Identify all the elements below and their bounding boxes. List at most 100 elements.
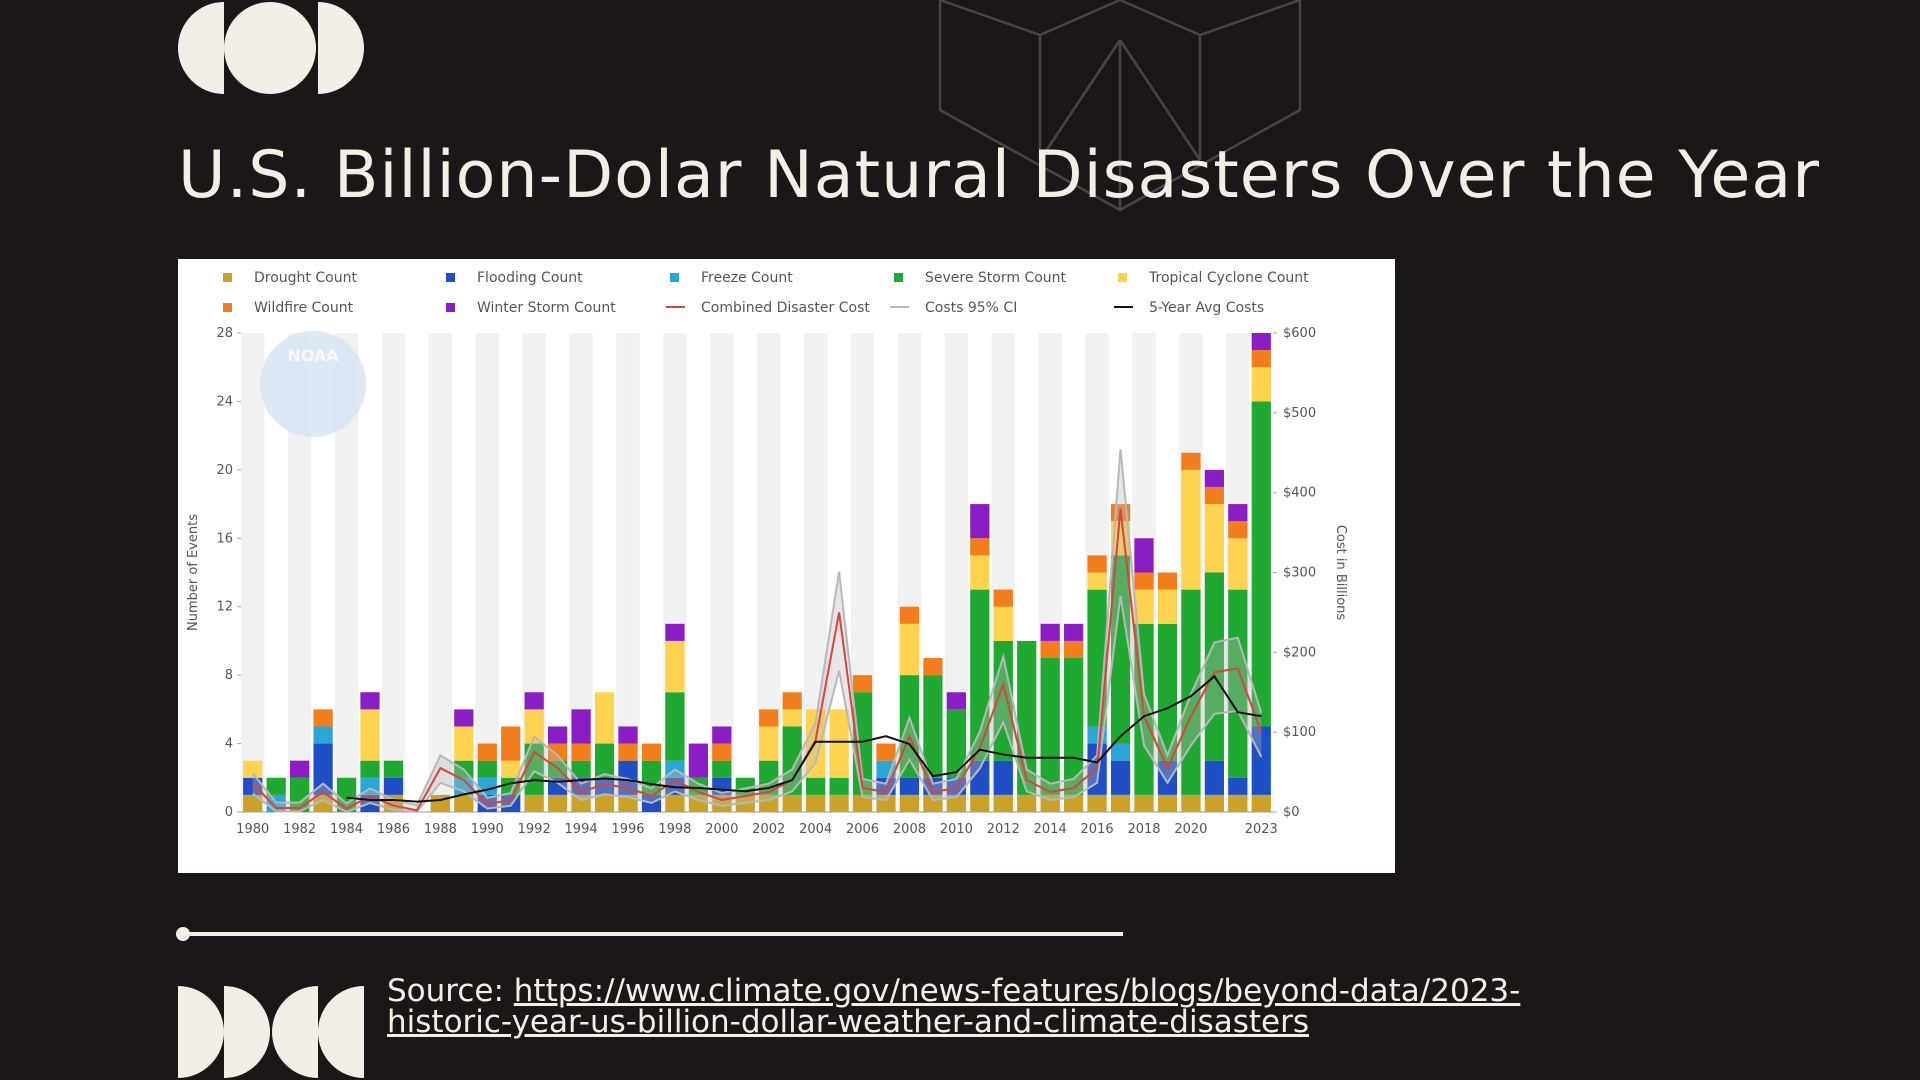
source-link-line1[interactable]: https://www.climate.gov/news-features/bl… <box>513 973 1521 1009</box>
bar-2018-winter-storm-count <box>1134 538 1154 573</box>
bar-2015-wildfire-count <box>1064 640 1084 659</box>
bar-2009-wildfire-count <box>923 658 943 676</box>
disaster-chart: NOAA 0 4 8 12 16 20 24 28 $0 $100 $200 $300 $400 $500 $… <box>186 270 1348 837</box>
bar-2015-winter-storm-count <box>1064 623 1084 641</box>
y2-tick-5: $500 <box>1283 406 1316 421</box>
x-tick-2006: 2006 <box>846 822 879 837</box>
column-band-1994 <box>569 333 593 812</box>
bar-2022-wildfire-count <box>1228 521 1248 539</box>
cost-ci-lower-line <box>252 595 1263 814</box>
bar-1993-drought-count <box>548 794 568 812</box>
bar-2023-wildfire-count <box>1251 350 1271 368</box>
y2-tick-4: $400 <box>1283 486 1316 501</box>
y2-tick-1: $100 <box>1283 725 1316 740</box>
legend-swatch-flooding-count <box>446 273 455 282</box>
bar-1986-severe-storm-count <box>383 760 404 778</box>
bar-1983-freeze-count <box>313 726 333 744</box>
noaa-watermark-circle <box>260 331 366 437</box>
bar-2017-flooding-count <box>1110 760 1131 795</box>
y-tick-28: 28 <box>216 326 233 341</box>
column-band-2000 <box>710 333 734 812</box>
bar-1996-wildfire-count <box>618 743 638 761</box>
column-band-1982 <box>287 333 312 812</box>
bar-2016-tropical-cyclone-count <box>1087 572 1107 590</box>
legend-label-tropical-cyclone-count: Tropical Cyclone Count <box>1148 270 1309 286</box>
bar-1992-winter-storm-count <box>524 692 544 710</box>
bar-2019-severe-storm-count <box>1157 623 1178 761</box>
legend-swatch-wildfire-count <box>223 303 232 312</box>
legend-label-wildfire-count: Wildfire Count <box>254 300 354 316</box>
x-tick-2000: 2000 <box>705 822 738 837</box>
decorative-cube-outline <box>938 0 1302 212</box>
source-citation: Source: https://www.climate.gov/news-fea… <box>387 976 1520 1038</box>
bar-2003-tropical-cyclone-count <box>782 709 802 727</box>
bar-1998-tropical-cyclone-count <box>665 640 685 693</box>
bar-2014-severe-storm-count <box>1040 658 1060 795</box>
legend-label-flooding-count: Flooding Count <box>477 270 583 286</box>
bar-2011-wildfire-count <box>970 538 990 556</box>
bar-2005-drought-count <box>829 794 849 812</box>
bar-2012-tropical-cyclone-count <box>993 606 1013 641</box>
bar-2004-tropical-cyclone-count <box>806 709 826 778</box>
bar-2021-drought-count <box>1204 794 1224 812</box>
bar-2000-winter-storm-count <box>712 726 732 744</box>
bar-1982-winter-storm-count <box>290 760 310 778</box>
legend-label-freeze-count: Freeze Count <box>701 270 793 286</box>
bar-2011-tropical-cyclone-count <box>970 555 990 590</box>
cost-ci-band <box>252 449 1262 812</box>
column-band-1996 <box>616 333 640 812</box>
legend-swatch-winter-storm-count <box>446 303 455 312</box>
bar-1980-drought-count <box>243 794 263 812</box>
bar-2004-drought-count <box>806 794 826 812</box>
bar-1997-wildfire-count <box>641 743 662 761</box>
cost-ci-upper-line <box>251 449 1263 807</box>
bar-2022-tropical-cyclone-count <box>1228 538 1248 590</box>
bar-1990-wildfire-count <box>477 743 497 761</box>
bar-2022-flooding-count <box>1228 777 1248 795</box>
bar-2017-freeze-count <box>1110 743 1131 761</box>
legend-swatch-tropical-cyclone-count <box>1118 273 1127 282</box>
bar-2016-drought-count <box>1087 794 1107 812</box>
x-tick-1992: 1992 <box>518 822 551 837</box>
column-band-1986 <box>381 333 406 812</box>
bar-2018-wildfire-count <box>1134 572 1154 590</box>
bar-2005-severe-storm-count <box>829 777 849 795</box>
bar-1985-severe-storm-count <box>360 760 380 778</box>
half-circle-1-shape <box>178 986 224 1078</box>
bar-2021-wildfire-count <box>1204 486 1224 505</box>
legend-swatch-drought-count <box>223 273 232 282</box>
source-link-line2[interactable]: historic-year-us-billion-dollar-weather-… <box>387 1004 1310 1040</box>
bar-1995-drought-count <box>594 794 615 812</box>
bar-2022-winter-storm-count <box>1228 504 1248 522</box>
bar-1991-tropical-cyclone-count <box>501 760 521 778</box>
bar-2020-wildfire-count <box>1181 452 1201 470</box>
bar-2000-severe-storm-count <box>712 760 732 778</box>
bar-2005-tropical-cyclone-count <box>829 709 849 778</box>
bar-1985-winter-storm-count <box>360 692 380 710</box>
x-tick-2014: 2014 <box>1034 822 1067 837</box>
x-tick-2016: 2016 <box>1081 822 1114 837</box>
bar-2013-drought-count <box>1017 794 1037 812</box>
x-tick-2018: 2018 <box>1127 822 1160 837</box>
legend-label-costs-95-ci: Costs 95% CI <box>925 300 1017 316</box>
chart-panel: NOAA 0 4 8 12 16 20 24 28 $0 $100 $200 $300 $400 $500 $… <box>178 259 1395 873</box>
bar-1995-severe-storm-count <box>594 743 615 778</box>
bar-2011-flooding-count <box>970 760 990 795</box>
bar-2016-wildfire-count <box>1087 555 1107 573</box>
bar-2008-drought-count <box>899 794 920 812</box>
x-tick-1986: 1986 <box>377 822 410 837</box>
column-band-1984 <box>334 333 359 812</box>
bar-1992-drought-count <box>524 794 544 812</box>
five-year-avg-cost-line <box>346 674 1262 803</box>
bar-2015-severe-storm-count <box>1064 658 1084 795</box>
combined-disaster-cost-line <box>251 508 1263 812</box>
bar-2006-drought-count <box>852 794 873 812</box>
half-circle-3-shape <box>272 986 318 1078</box>
half-circle-4-shape <box>318 986 364 1078</box>
legend-label-drought-count: Drought Count <box>254 270 357 286</box>
bar-1991-wildfire-count <box>501 726 521 761</box>
bar-2022-severe-storm-count <box>1228 589 1248 778</box>
bar-1989-drought-count <box>454 794 474 812</box>
x-tick-1984: 1984 <box>330 822 363 837</box>
bar-2003-severe-storm-count <box>782 726 802 795</box>
